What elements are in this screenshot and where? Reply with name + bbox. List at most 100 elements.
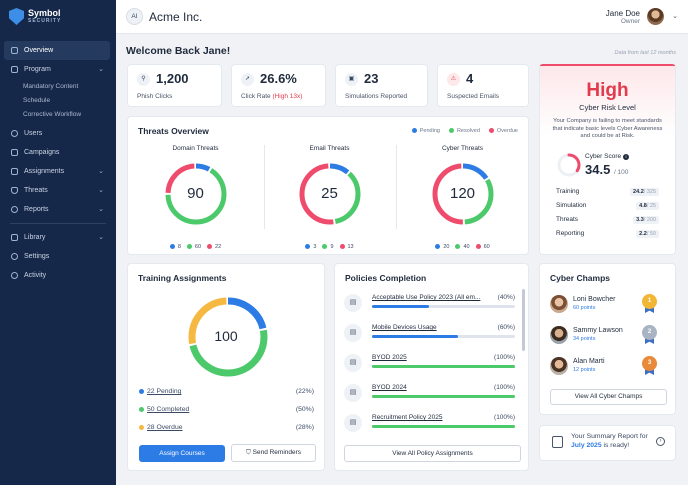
policy-item[interactable]: ▤ Recruitment Policy 2025 (100%) [344, 412, 519, 438]
sidebar-item-corrective-workflow[interactable]: Corrective Workflow [23, 110, 82, 118]
sidebar-item-label: Reports [24, 206, 49, 213]
document-icon: ▤ [344, 324, 362, 342]
champ-item[interactable]: Sammy Lawson 34 points 2 [550, 325, 665, 351]
stat-label: Click Rate (High 13x) [241, 93, 303, 100]
policy-item[interactable]: ▤ BYOD 2025 (100%) [344, 352, 519, 378]
policy-progress-fill [372, 365, 515, 368]
policy-item[interactable]: ▤ BYOD 2024 (100%) [344, 382, 519, 408]
stat-label: Phish Clicks [137, 93, 173, 100]
score-max: / 100 [613, 169, 629, 176]
sidebar-item-campaigns[interactable]: Campaigns [0, 143, 116, 162]
training-row-completed[interactable]: 50 Completed (50%) [139, 406, 314, 419]
user-name[interactable]: Jane Doe [605, 9, 640, 18]
legend-dot [488, 128, 494, 134]
assign-courses-button[interactable]: Assign Courses [139, 445, 225, 462]
sidebar-item-mandatory-content[interactable]: Mandatory Content [23, 82, 79, 90]
stat-value: 23 [364, 71, 379, 86]
stat-card-suspected-emails[interactable]: ⚠ 4 Suspected Emails [437, 64, 529, 107]
stat-card-click-rate[interactable]: ➚ 26.6% Click Rate (High 13x) [231, 64, 326, 107]
policy-item[interactable]: ▤ Acceptable Use Policy 2023 (All em... (4… [344, 292, 519, 318]
book-icon [11, 234, 18, 241]
champ-item[interactable]: Loni Bowcher 60 points 1 [550, 294, 665, 320]
cyber-risk-card: High Cyber Risk Level Your Company is fa… [539, 64, 676, 255]
training-row-overdue[interactable]: 28 Overdue (28%) [139, 424, 314, 437]
brand-tagline: SECURITY [28, 17, 62, 24]
sidebar-item-activity[interactable]: Activity [0, 266, 116, 285]
policies-completion-card: Policies Completion ▤ Acceptable Use Poli… [334, 263, 529, 471]
sidebar-item-label: Program [24, 66, 51, 73]
sidebar-item-label: Assignments [24, 168, 65, 175]
threat-group-cyber[interactable]: Cyber Threats 120 20 40 60 [398, 139, 527, 250]
risk-row-training: Training 24.2/ 325 [556, 188, 659, 201]
sidebar-item-library[interactable]: Library ⌄ [0, 228, 116, 247]
org-name: Acme Inc. [149, 10, 203, 24]
chevron-down-icon: ⌄ [98, 206, 104, 213]
hook-icon: ⚲ [137, 73, 150, 86]
threat-donut [165, 163, 226, 225]
card-title: Threats Overview [138, 126, 209, 136]
stat-value: 26.6% [260, 71, 297, 86]
stat-card-simulations[interactable]: ▣ 23 Simulations Reported [335, 64, 428, 107]
click-rate-note: (High 13x) [272, 93, 303, 100]
cyber-score[interactable]: Cyber Score i 34.5 / 100 [550, 148, 665, 185]
gold-medal-icon: 1 [642, 294, 657, 309]
risk-title: Cyber Risk Level [579, 103, 636, 112]
document-icon: ▤ [344, 414, 362, 432]
avatar [550, 357, 568, 375]
risk-row-threats: Threats 3.3/ 200 [556, 216, 659, 229]
ribbon-icon [645, 307, 654, 313]
threat-group-domain[interactable]: Domain Threats 90 8 60 22 [131, 139, 260, 250]
sidebar-item-reports[interactable]: Reports ⌄ [0, 200, 116, 219]
sidebar-item-label: Users [24, 130, 43, 137]
donut-segment-resolved [432, 163, 493, 225]
sidebar-item-users[interactable]: Users [0, 124, 116, 143]
chevron-down-icon: ⌄ [98, 168, 104, 175]
policies-scrollbar[interactable] [522, 289, 525, 351]
threat-group-label: Cyber Threats [441, 145, 484, 152]
brand-name: Symbol [28, 7, 61, 18]
info-icon[interactable]: i [622, 154, 629, 160]
divider [264, 145, 265, 229]
sidebar-item-threats[interactable]: Threats ⌄ [0, 181, 116, 200]
user-menu-chevron-icon[interactable]: ⌄ [672, 13, 678, 20]
org-avatar[interactable]: AI [126, 8, 143, 25]
sidebar-nav: Overview Program ⌄ Mandatory Content Sche… [0, 41, 116, 285]
risk-row-reporting: Reporting 2.2/ 50 [556, 230, 659, 243]
report-icon [552, 436, 563, 448]
users-icon [11, 130, 18, 137]
sidebar-item-program[interactable]: Program ⌄ [0, 60, 116, 79]
warning-icon: ⚠ [447, 73, 460, 86]
sidebar-item-assignments[interactable]: Assignments ⌄ [0, 162, 116, 181]
summary-report-card[interactable]: Your Summary Report for July 2025 is read… [539, 425, 676, 461]
gear-icon [11, 253, 18, 260]
send-reminders-button[interactable]: ⛉ Send Reminders [231, 444, 316, 462]
user-avatar[interactable] [647, 8, 664, 25]
card-title: Training Assignments [138, 273, 227, 283]
sidebar-item-schedule[interactable]: Schedule [23, 96, 51, 104]
champ-item[interactable]: Alan Marti 12 points 3 [550, 356, 665, 382]
training-assignments-card: Training Assignments 100 22 Pending (22%)… [127, 263, 325, 471]
threat-total: 120 [449, 185, 476, 202]
brand-logo[interactable]: Symbol SECURITY [9, 8, 61, 25]
stat-card-phish-clicks[interactable]: ⚲ 1,200 Phish Clicks [127, 64, 222, 107]
risk-level: High [586, 80, 629, 101]
policy-item[interactable]: ▤ Mobile Devices Usage (60%) [344, 322, 519, 348]
view-all-policies-button[interactable]: View All Policy Assignments [344, 445, 521, 462]
threat-total: 90 [187, 185, 204, 202]
arrow-right-icon[interactable]: › [656, 437, 665, 446]
sidebar-divider [10, 223, 106, 224]
shield-icon: ⛉ [245, 449, 251, 456]
stat-label: Simulations Reported [345, 93, 408, 100]
chevron-down-icon: ⌄ [98, 187, 104, 194]
threat-group-label: Domain Threats [172, 145, 219, 152]
training-row-pending[interactable]: 22 Pending (22%) [139, 388, 314, 401]
view-all-champs-button[interactable]: View All Cyber Champs [550, 389, 667, 405]
document-icon: ▤ [344, 384, 362, 402]
user-role: Owner [620, 18, 640, 25]
donut-segment-pending [188, 297, 268, 377]
folder-icon [11, 66, 18, 73]
sidebar-item-overview[interactable]: Overview [4, 41, 110, 60]
threat-group-email[interactable]: Email Threats 25 3 9 13 [265, 139, 394, 250]
sidebar-item-settings[interactable]: Settings [0, 247, 116, 266]
clock-icon [11, 272, 18, 279]
